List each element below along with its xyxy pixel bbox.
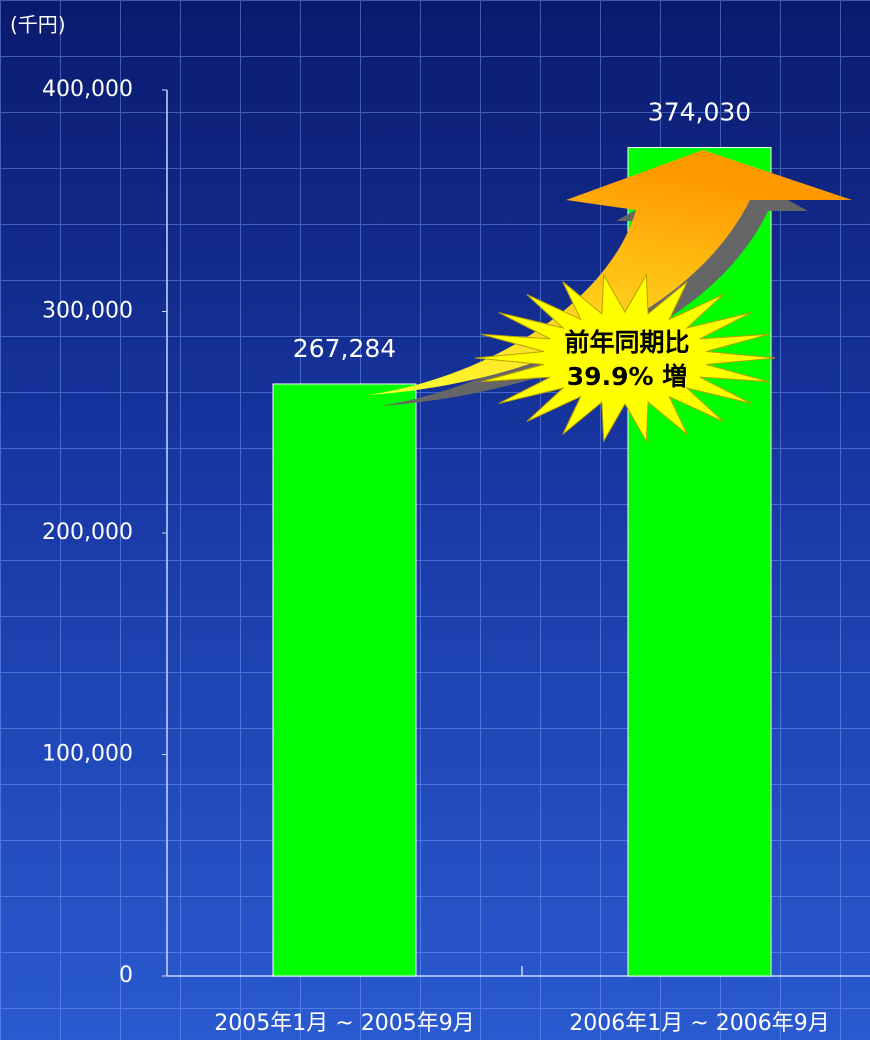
value-label: 267,284 <box>293 334 396 363</box>
y-tick-label: 400,000 <box>42 77 133 102</box>
arrow <box>368 150 852 395</box>
y-tick-label: 300,000 <box>42 299 133 324</box>
annotation: 前年同期比 <box>564 328 689 357</box>
y-tick-label: 100,000 <box>42 742 133 767</box>
y-axis-unit: (千円) <box>10 13 66 37</box>
labels: 2005年1月 ~ 2005年9月 267,284 2006年1月 ~ 2006年9… <box>214 98 829 1036</box>
x-tick-label: 2005年1月 ~ 2005年9月 <box>214 1011 474 1036</box>
bar <box>272 383 417 977</box>
annotation: 39.9% 増 <box>567 362 687 391</box>
x-tick-label: 2006年1月 ~ 2006年9月 <box>569 1011 829 1036</box>
value-label: 374,030 <box>648 98 751 127</box>
starburst <box>474 273 776 443</box>
y-tick-label: 0 <box>119 963 133 988</box>
annotation-graphic <box>368 150 852 406</box>
y-tick-label: 200,000 <box>42 520 133 545</box>
